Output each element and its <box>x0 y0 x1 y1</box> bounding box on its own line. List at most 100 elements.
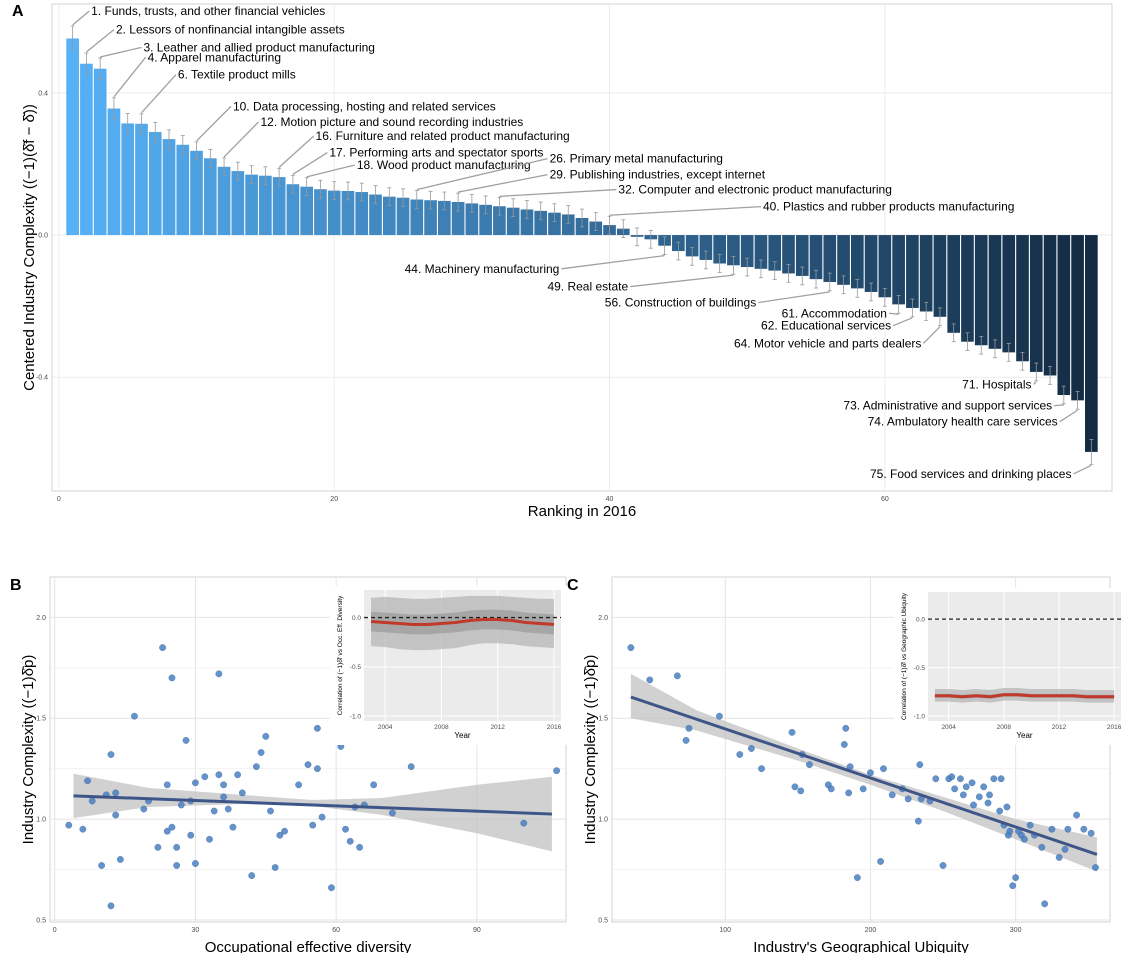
panel-c-point <box>986 791 993 799</box>
panel-b-point <box>346 837 354 845</box>
panel-a-annotation-leader <box>292 152 328 175</box>
panel-b-x-axis-title: Occupational effective diversity <box>205 939 412 953</box>
panel-a-bar <box>782 235 795 274</box>
panel-b-inset-ytick-label: 0.0 <box>352 615 361 622</box>
panel-c-point <box>990 775 998 783</box>
panel-a-annotation-label: 10. Data processing, hosting and related… <box>233 99 496 113</box>
panel-a-xtick-label: 60 <box>881 496 889 503</box>
panel-b-point <box>140 805 148 813</box>
panel-b-point <box>328 884 335 892</box>
panel-a-bar-chart: 0 20 40 60 -0.4 0.0 0.4 1. Funds, trusts, and o… <box>21 3 1113 520</box>
panel-b-point <box>116 856 124 863</box>
panel-a-annotation-label: 26. Primary metal manufacturing <box>550 152 723 166</box>
panel-b-point <box>224 805 232 813</box>
panel-b-point <box>79 825 87 833</box>
panel-a-bar <box>300 186 314 236</box>
panel-c-point <box>932 775 940 783</box>
panel-a-bar <box>988 235 1002 349</box>
panel-b-point <box>112 789 120 797</box>
panel-b-point <box>520 819 528 827</box>
panel-a-annotation-leader <box>609 205 761 216</box>
panel-b-point <box>238 789 246 797</box>
panel-a-bar <box>231 171 245 236</box>
panel-a-annotation-leader <box>561 254 665 270</box>
panel-b-point <box>131 712 138 720</box>
panel-c-point <box>1009 882 1017 890</box>
panel-c-y-axis-title: Industry Complexity ((−1)δ̂p) <box>582 655 599 845</box>
panel-a-annotation-label: 56. Construction of buildings <box>605 296 756 310</box>
panel-a-annotation-leader <box>306 164 356 178</box>
panel-b-point <box>107 751 115 758</box>
panel-c-inset-ytick-label: -1.0 <box>914 713 926 720</box>
panel-b-point <box>553 767 561 775</box>
panel-c-point <box>806 761 813 769</box>
panel-a-annotation-leader <box>888 312 899 315</box>
panel-a-bar <box>121 123 135 236</box>
panel-a-bar <box>727 235 740 266</box>
panel-a-bar <box>341 190 355 236</box>
panel-b-fit-line <box>73 794 552 816</box>
panel-b-point <box>107 902 115 910</box>
panel-c-point <box>951 785 959 793</box>
panel-c-point <box>914 817 922 825</box>
panel-a-annotation-leader <box>416 157 548 191</box>
panel-a-bar <box>699 235 713 260</box>
panel-a-annotation-leader <box>758 291 830 304</box>
panel-b-point <box>276 831 284 839</box>
panel-b-ytick-label: 2.0 <box>36 615 46 622</box>
panel-b-point <box>389 809 396 817</box>
panel-label-b: B <box>10 577 22 594</box>
panel-a-bar <box>245 174 258 236</box>
panel-b-inset-xtick-label: 2016 <box>547 724 562 731</box>
panel-b-ytick-label: 1.5 <box>36 716 46 723</box>
panel-a-annotation-leader <box>892 317 913 327</box>
panel-a-annotation-leader <box>1059 409 1078 423</box>
panel-a-bar <box>66 38 79 236</box>
panel-a-annotation-leader <box>1033 381 1037 385</box>
panel-b-point <box>252 763 260 771</box>
panel-a-xtick-label: 40 <box>606 496 614 503</box>
panel-b-inset-xtick-label: 2004 <box>378 724 393 731</box>
panel-c-inset-xtick-label: 2012 <box>1052 724 1067 731</box>
panel-a-bar <box>424 200 437 236</box>
panel-b-point <box>168 674 176 682</box>
panel-a-annotation-leader <box>1073 464 1092 475</box>
panel-a-annotation-label: 49. Real estate <box>547 280 628 294</box>
panel-a-bar <box>479 204 492 236</box>
panel-b-inset-y-axis-title: Correlation of (−1)δ̂f vs Occ. Eff. Dive… <box>337 595 344 715</box>
panel-a-bar <box>520 209 534 236</box>
panel-a-bar <box>837 235 850 285</box>
panel-a-bar <box>382 196 396 236</box>
panel-b-ytick-label: 1.0 <box>36 817 46 824</box>
panel-a-bar <box>506 207 520 236</box>
panel-a-annotation-label: 3. Leather and allied product manufactur… <box>143 40 375 54</box>
panel-a-annotation-label: 40. Plastics and rubber products manufac… <box>763 200 1014 214</box>
panel-b-point <box>192 779 199 787</box>
panel-a-bar <box>1043 235 1057 376</box>
panel-a-bar <box>327 190 341 236</box>
panel-c-point <box>997 775 1005 783</box>
panel-a-bar <box>465 203 479 236</box>
panel-c-point <box>842 724 850 732</box>
panel-c-point <box>791 783 799 791</box>
panel-c-point <box>716 712 723 720</box>
panel-b-point <box>163 827 171 835</box>
panel-b-point <box>271 864 279 871</box>
panel-a-bar <box>534 210 548 236</box>
panel-c-point <box>1038 843 1046 851</box>
panel-b-xtick-label: 30 <box>192 927 200 934</box>
panel-a-y-axis-title: Centered Industry Complexity ((−1)(δ̂f −… <box>21 104 38 391</box>
panel-c-point <box>1020 835 1028 843</box>
panel-a-annotation-label: 71. Hospitals <box>962 377 1031 391</box>
panel-c-point <box>845 789 853 797</box>
panel-a-bar <box>272 177 286 236</box>
panel-a-bar <box>396 197 410 236</box>
panel-a-bar <box>190 150 203 236</box>
panel-c-point <box>939 862 947 869</box>
panel-b-inset-xtick-label: 2012 <box>490 724 505 731</box>
panel-c-inset-x-axis-title: Year <box>1016 731 1033 740</box>
panel-b-point <box>407 763 415 771</box>
panel-a-bar <box>933 235 947 317</box>
panel-a-annotation-label: 75. Food services and drinking places <box>870 467 1071 481</box>
panel-c-inset-xtick-label: 2004 <box>941 724 956 731</box>
